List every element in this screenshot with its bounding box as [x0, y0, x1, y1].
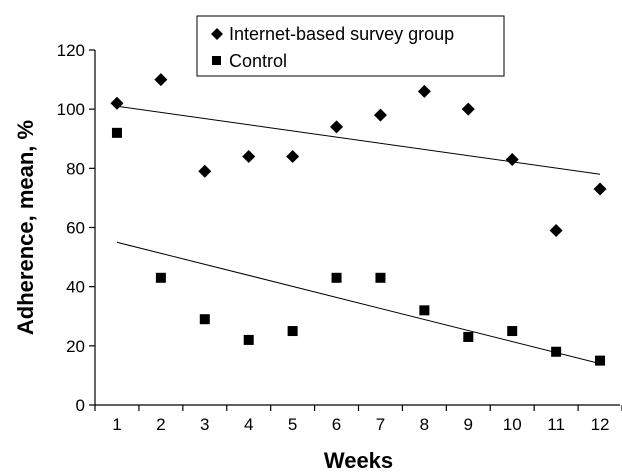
data-point-control — [287, 326, 298, 337]
legend: Internet-based survey group Control — [196, 15, 505, 77]
x-axis-title: Weeks — [324, 448, 393, 472]
legend-label-control: Control — [229, 51, 287, 71]
x-tick-label: 8 — [420, 415, 429, 434]
data-point-survey — [549, 223, 563, 237]
y-tick-label: 20 — [66, 337, 85, 356]
legend-box — [196, 15, 505, 77]
legend-label-survey-group: Internet-based survey group — [229, 24, 454, 44]
x-tick-label: 7 — [376, 415, 385, 434]
x-tick-label: 9 — [464, 415, 473, 434]
axes — [94, 50, 620, 406]
data-point-control — [419, 305, 430, 316]
x-tick-label: 5 — [288, 415, 297, 434]
x-tick-label: 6 — [332, 415, 341, 434]
x-ticks: 1 2 3 4 5 6 7 8 9 10 11 12 — [94, 405, 622, 434]
data-point-survey — [110, 96, 124, 110]
y-tick-label: 60 — [66, 219, 85, 238]
x-tick-label: 2 — [156, 415, 165, 434]
legend-marker-square — [212, 56, 221, 65]
y-tick-label: 100 — [57, 100, 85, 119]
x-tick-label: 1 — [112, 415, 121, 434]
data-point-survey — [330, 120, 344, 134]
data-point-control — [595, 355, 606, 366]
data-point-control — [507, 326, 518, 337]
data-points — [110, 73, 607, 366]
data-point-control — [331, 272, 342, 283]
data-point-control — [111, 127, 122, 138]
data-point-survey — [198, 164, 212, 178]
y-tick-label: 0 — [76, 396, 85, 415]
trendlines — [116, 105, 601, 365]
data-point-control — [243, 334, 254, 345]
x-tick-label: 3 — [200, 415, 209, 434]
data-point-survey — [286, 150, 300, 163]
x-tick-label: 4 — [244, 415, 253, 434]
data-point-control — [463, 331, 474, 342]
y-axis-title: Adherence, mean, % — [13, 120, 38, 335]
data-point-survey — [373, 108, 387, 122]
trendline-series-1 — [116, 241, 601, 365]
legend-marker-diamond — [211, 28, 223, 40]
x-tick-label: 10 — [503, 415, 522, 434]
data-point-control — [155, 272, 166, 283]
data-point-control — [551, 346, 562, 357]
data-point-control — [199, 314, 210, 325]
x-tick-label: 11 — [547, 415, 565, 434]
data-point-survey — [505, 152, 519, 166]
y-ticks: 0 20 40 60 80 100 120 — [57, 41, 95, 415]
data-point-survey — [593, 182, 607, 196]
x-tick-label: 12 — [591, 415, 610, 434]
y-tick-label: 120 — [57, 41, 85, 60]
data-point-survey — [154, 73, 168, 87]
data-point-survey — [242, 150, 256, 163]
data-point-survey — [417, 84, 431, 98]
data-point-survey — [461, 102, 475, 116]
y-tick-label: 80 — [66, 159, 85, 178]
data-point-control — [375, 272, 386, 283]
trendline-series-0 — [116, 105, 601, 175]
y-tick-label: 40 — [66, 278, 85, 297]
